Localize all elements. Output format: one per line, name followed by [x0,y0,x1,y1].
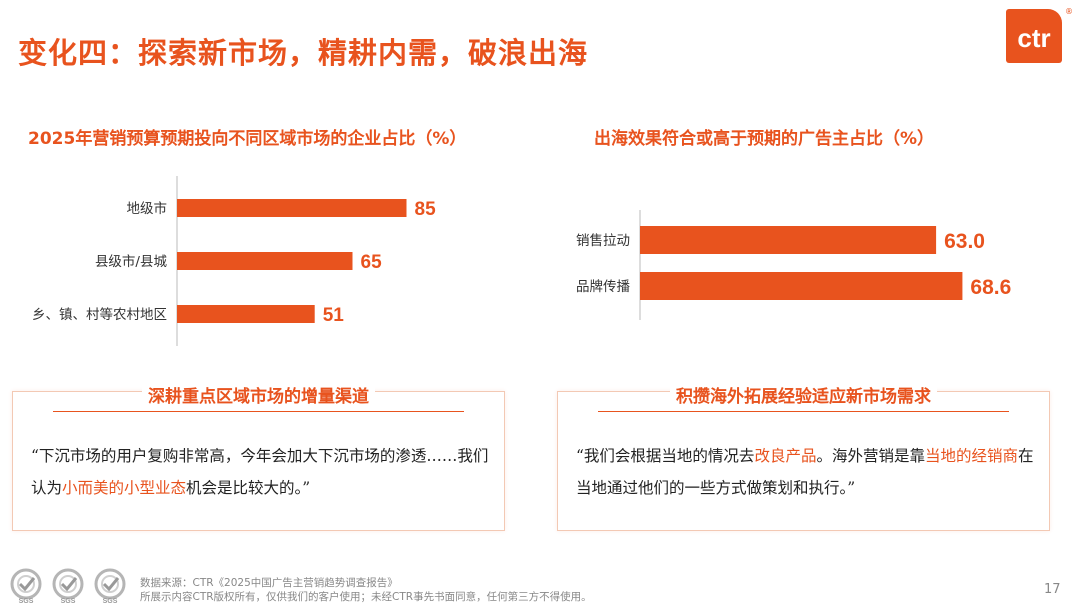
bar [177,252,353,270]
overseas-effect-bar-chart: 销售拉动 63.0 品牌传播 68.6 [576,210,1011,320]
category-label: 品牌传播 [576,278,630,295]
footer-notes: 数据来源：CTR《2025中国广告主营销趋势调查报告》 所展示内容CTR版权所有… [140,576,592,604]
panel-right-divider [598,411,1009,412]
value-label: 63.0 [944,230,985,253]
panel-regional-channels: 深耕重点区域市场的增量渠道 “下沉市场的用户复购非常高，今年会加大下沉市场的渗透… [12,387,505,531]
quote-text: 。海外营销是靠 [816,447,925,465]
bar [177,199,407,217]
quote-text: “下沉市场的用户复购非常高，今年会加大下沉市场的渗透……我们认为 [31,447,489,497]
value-label: 65 [361,252,383,273]
quote-highlight: 改良产品 [754,447,817,465]
page-number: 17 [1044,582,1061,597]
bar [640,272,963,300]
value-label: 85 [415,199,437,220]
certification-badges: SGS SGS SGS [8,568,128,605]
panel-overseas-experience: 积攒海外拓展经验适应新市场需求 “我们会根据当地的情况去改良产品。海外营销是靠当… [557,387,1050,531]
category-label: 地级市 [127,200,168,217]
right-chart-title: 出海效果符合或高于预期的广告主占比（%） [594,129,935,149]
value-label: 51 [323,305,345,326]
bar [177,305,315,323]
quote-text: 机会是比较大的。” [186,479,311,497]
sgs-badge-icon: SGS [92,568,128,605]
page-title: 变化四：探索新市场，精耕内需，破浪出海 [18,36,589,70]
svg-text:SGS: SGS [103,598,118,604]
regional-market-bar-chart: 地级市 85 县级市/县城 65 乡、镇、村等农村地区 51 [32,176,437,346]
panel-left-divider [53,411,464,412]
category-label: 县级市/县城 [95,253,168,270]
ctr-logo: ctr [1006,9,1062,63]
left-chart-title: 2025年营销预算预期投向不同区域市场的企业占比（%） [28,129,467,149]
panel-right-quote: “我们会根据当地的情况去改良产品。海外营销是靠当地的经销商在当地通过他们的一些方… [576,440,1035,504]
quote-highlight: 小而美的小型业态 [62,479,187,497]
category-label: 销售拉动 [576,233,630,249]
sgs-badge-icon: SGS [8,568,44,605]
panel-right-title: 积攒海外拓展经验适应新市场需求 [670,387,937,407]
value-label: 68.6 [970,276,1011,299]
bar [640,226,937,254]
svg-text:SGS: SGS [19,598,34,604]
quote-text: 在当地通过他们的一些方式做策划和执行。” [576,447,1034,497]
quote-text: “我们会根据当地的情况去 [576,447,755,465]
footer-copyright: 所展示内容CTR版权所有，仅供我们的客户使用；未经CTR事先书面同意，任何第三方… [140,591,592,603]
category-label: 乡、镇、村等农村地区 [32,306,167,323]
footer-source: 数据来源：CTR《2025中国广告主营销趋势调查报告》 [140,577,398,589]
panel-left-title: 深耕重点区域市场的增量渠道 [142,387,375,407]
panel-left-quote: “下沉市场的用户复购非常高，今年会加大下沉市场的渗透……我们认为小而美的小型业态… [31,440,490,504]
sgs-badge-icon: SGS [50,568,86,605]
quote-highlight: 当地的经销商 [924,447,1018,465]
svg-text:SGS: SGS [61,598,76,604]
registered-mark: ® [1065,7,1073,16]
